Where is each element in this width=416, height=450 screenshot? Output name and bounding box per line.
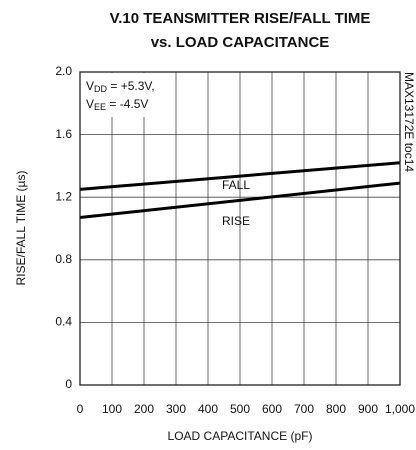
y-tick-label: 0.4 <box>55 315 72 329</box>
chart-title: V.10 TEANSMITTER RISE/FALL TIME <box>110 10 371 27</box>
plot-frame <box>79 71 401 386</box>
grid <box>79 71 401 386</box>
condition-part: = +5.3V, <box>107 79 155 93</box>
y-tick-label: 1.6 <box>55 127 72 141</box>
x-tick-label: 400 <box>198 402 218 416</box>
series-label: RISE <box>222 214 250 228</box>
y-tick-label: 0.8 <box>55 252 72 266</box>
side-note: MAX13172E toc14 <box>402 72 416 172</box>
condition-part: V <box>86 97 94 111</box>
condition: VDD = +5.3V, <box>86 79 155 94</box>
series-line <box>79 161 401 191</box>
condition-part: V <box>86 79 94 93</box>
condition-box <box>81 73 161 117</box>
condition-part: = -4.5V <box>106 97 148 111</box>
y-tick-label: 0 <box>65 377 72 391</box>
condition: VEE = -4.5V <box>86 97 148 112</box>
y-axis-label: RISE/FALL TIME (µs) <box>14 171 28 286</box>
x-tick-label: 600 <box>262 402 282 416</box>
x-tick-label: 800 <box>326 402 346 416</box>
x-axis-label: LOAD CAPACITANCE (pF) <box>168 429 313 443</box>
x-tick-label: 700 <box>294 402 314 416</box>
series-label: FALL <box>222 178 250 192</box>
condition-part: EE <box>94 102 106 112</box>
lines <box>79 161 401 220</box>
y-tick-label: 1.2 <box>55 189 72 203</box>
x-tick-label: 300 <box>166 402 186 416</box>
x-tick-label: 1,000 <box>385 402 415 416</box>
chart-title: vs. LOAD CAPACITANCE <box>151 34 330 51</box>
series-line <box>79 181 401 220</box>
x-tick-label: 0 <box>77 402 84 416</box>
x-tick-label: 900 <box>358 402 378 416</box>
x-tick-label: 100 <box>102 402 122 416</box>
y-tick-label: 2.0 <box>55 64 72 78</box>
x-tick-label: 200 <box>134 402 154 416</box>
condition-part: DD <box>94 84 107 94</box>
x-tick-label: 500 <box>230 402 250 416</box>
